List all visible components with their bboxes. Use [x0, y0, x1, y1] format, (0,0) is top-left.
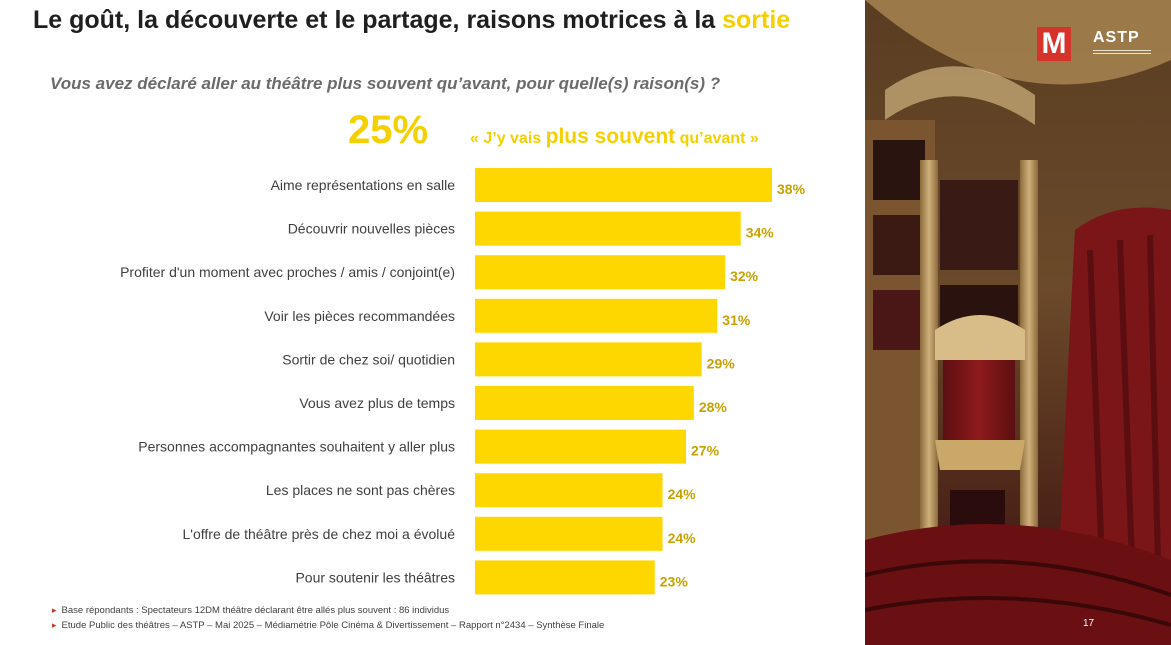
footnotes: Base répondants : Spectateurs 12DM théât… [52, 603, 605, 633]
value-label: 32% [730, 268, 759, 284]
brand-logo-text: ASTP [1093, 29, 1140, 46]
category-label: Découvrir nouvelles pièces [288, 221, 455, 237]
bar [475, 342, 702, 377]
kpi-value: 25% [348, 108, 429, 152]
category-label: Les places ne sont pas chères [266, 482, 455, 498]
category-label: L'offre de théâtre près de chez moi a év… [183, 526, 456, 542]
bar [475, 560, 655, 595]
quote-emphasis: plus souvent [545, 125, 676, 148]
theatre-photo [865, 0, 1171, 645]
bar [475, 429, 687, 464]
bar [475, 473, 663, 508]
brand-logo-icon: M [1037, 27, 1071, 61]
brand-logo-tagline [1093, 50, 1151, 54]
bar [475, 211, 741, 246]
value-label: 29% [707, 355, 736, 371]
title-main: Le goût, la découverte et le partage, ra… [33, 6, 723, 34]
page-number: 17 [1083, 618, 1095, 629]
value-label: 24% [668, 486, 697, 502]
quote-open: « J’y vais [470, 130, 546, 147]
category-label: Aime représentations en salle [271, 177, 456, 193]
category-label: Personnes accompagnantes souhaitent y al… [138, 439, 455, 455]
value-label: 38% [777, 181, 806, 197]
category-label: Sortir de chez soi/ quotidien [282, 351, 455, 367]
survey-question: Vous avez déclaré aller au théâtre plus … [50, 74, 721, 93]
page-title: Le goût, la découverte et le partage, ra… [33, 6, 790, 35]
bar [475, 168, 772, 202]
category-label: Voir les pièces recommandées [264, 308, 455, 324]
category-label: Profiter d'un moment avec proches / amis… [120, 264, 455, 280]
bar [475, 386, 694, 420]
bar [475, 516, 663, 551]
bar [475, 255, 726, 290]
value-label: 27% [691, 443, 720, 459]
value-label: 24% [668, 530, 697, 546]
category-label: Pour soutenir les théâtres [295, 569, 455, 585]
value-label: 31% [722, 312, 751, 328]
kpi-quote: « J’y vais plus souvent qu’avant » [470, 125, 759, 149]
value-label: 28% [699, 399, 728, 415]
value-label: 34% [746, 225, 775, 241]
footnote-source: Etude Public des théâtres – ASTP – Mai 2… [52, 618, 605, 633]
category-label: Vous avez plus de temps [299, 395, 455, 411]
value-label: 23% [660, 573, 689, 589]
bar-chart: Aime représentations en salle 38% Découvri… [120, 168, 806, 595]
footnote-base: Base répondants : Spectateurs 12DM théât… [52, 603, 604, 618]
quote-close: qu’avant » [675, 130, 759, 147]
title-highlight: sortie [722, 6, 791, 34]
bar [475, 298, 718, 333]
